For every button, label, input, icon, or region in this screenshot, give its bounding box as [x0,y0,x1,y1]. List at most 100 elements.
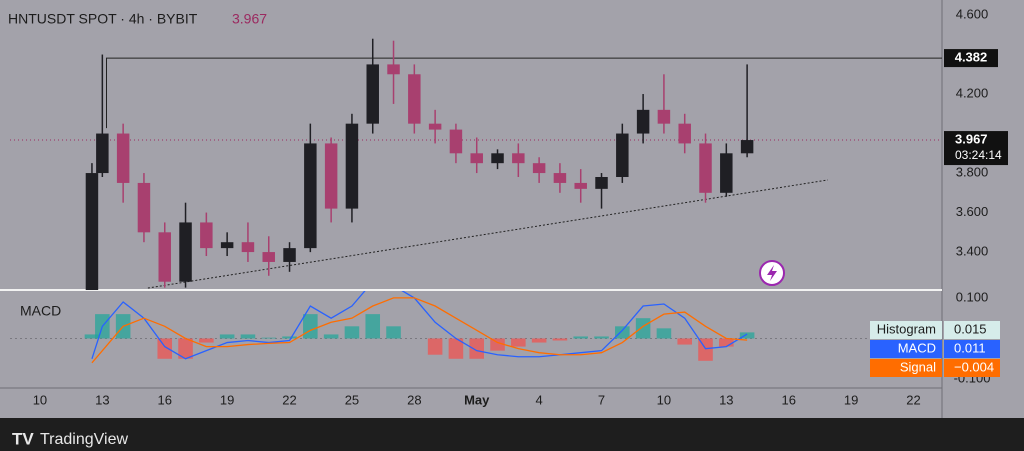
candle-body [720,153,733,193]
candle-body [345,123,359,209]
y-tick-label: 3.400 [956,244,989,259]
candle-body [470,153,483,164]
histogram-bar [344,326,360,339]
candle-body [85,173,99,290]
y-tick-label: 4.600 [956,6,989,21]
histogram-bar [219,334,235,339]
x-tick-label: 19 [844,392,858,407]
x-tick-label: 16 [158,392,172,407]
legend-name: Signal [900,359,936,374]
candle-body [636,109,650,134]
candle-body [220,242,234,249]
x-tick-label: 22 [906,392,920,407]
candle-body [595,177,608,189]
y-tick-label: 3.800 [956,164,989,179]
candle-body [553,173,567,183]
candle-body [699,143,712,193]
histogram-bar [365,314,381,339]
histogram-bar [427,338,443,355]
chart-title: HNTUSDT SPOT · 4h · BYBIT [8,11,198,27]
candle-body [491,153,504,164]
logo: TV [12,429,34,448]
histogram-bar [240,334,256,339]
candle-body [657,109,671,124]
legend-name-box [870,321,942,339]
histogram-bar [552,338,568,341]
pane-title: MACD [20,303,61,319]
candle-body [241,242,255,253]
legend-value-box [944,359,1000,377]
histogram-bar [469,338,485,359]
candle-body [574,182,587,189]
histogram-bar [261,337,277,339]
x-tick-label: 16 [781,392,795,407]
legend-value-box [944,321,1000,339]
x-tick-label: 13 [95,392,109,407]
candle-body [366,64,379,124]
footer-bar [0,418,1024,451]
histogram-bar [677,338,692,345]
candle-body [304,143,317,249]
candle-body [408,74,421,124]
x-tick-label: 10 [33,392,47,407]
y-tick-label: 4.200 [956,85,989,100]
histogram-bar [594,336,609,339]
level-label-box [944,49,998,68]
candle-body [116,133,130,183]
candle-body [616,133,629,178]
last-price: 3.967 [232,11,267,27]
legend-value-box [944,340,1000,358]
histogram-bar [323,334,339,339]
x-tick-label: 19 [220,392,234,407]
level-line [106,57,942,129]
candle-body [96,133,109,174]
countdown: 03:24:14 [955,148,1002,162]
histogram-bar [656,328,672,339]
candle-body [324,143,338,209]
histogram-bar [531,338,547,343]
y-tick-label: 0.100 [956,289,989,304]
x-tick-label: 28 [407,392,421,407]
candle-body [283,248,296,262]
legend-name: MACD [898,340,936,355]
candle-body [158,232,171,282]
candle-body [200,222,213,249]
price-label: 3.967 [955,131,988,146]
histogram-bar [178,338,193,359]
candle-body [428,123,442,130]
trendline [147,179,828,289]
price-label-box [944,131,1008,166]
x-tick-label: 7 [598,392,605,407]
histogram-bar [448,338,464,359]
histogram-bar [635,318,651,339]
legend-name-box [870,340,942,358]
candle-body [449,129,463,154]
x-tick-label: 4 [536,392,543,407]
candle-body [512,153,525,164]
legend-value: −0.004 [954,359,994,374]
histogram-bar [573,336,589,339]
x-tick-label: May [464,392,490,407]
candle-body [678,123,691,144]
histogram-bar [719,338,734,347]
histogram-bar [386,326,401,339]
candle-body [179,222,192,282]
histogram-bar [199,338,214,343]
x-tick-label: 25 [345,392,359,407]
histogram-bar [282,336,297,339]
macd-line [91,297,748,364]
histogram-bar [511,338,526,347]
y-tick-label: 3.600 [956,204,989,219]
level-label: 4.382 [955,50,988,65]
legend-name: Histogram [877,321,936,336]
candle-body [387,64,400,75]
histogram-bar [303,314,318,339]
alert-icon-bolt [767,265,777,281]
x-tick-label: 22 [282,392,296,407]
candle-body [532,163,546,174]
legend-name-box [870,359,942,377]
x-tick-label: 10 [657,392,671,407]
histogram-bar [84,334,100,339]
legend-value: 0.011 [954,340,986,355]
